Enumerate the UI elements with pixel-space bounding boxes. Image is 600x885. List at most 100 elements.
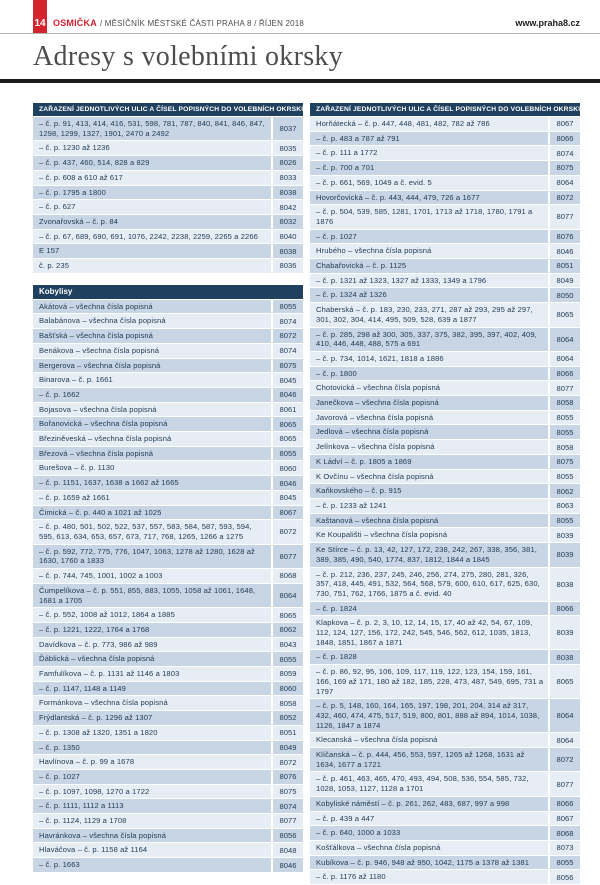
website-url: www.praha8.cz bbox=[515, 18, 580, 28]
street-cell: – č. p. 1147, 1148 a 1149 bbox=[33, 681, 271, 696]
okrsek-cell: 8075 bbox=[273, 358, 303, 373]
okrsek-cell: 8051 bbox=[550, 259, 580, 273]
street-cell: Havlínova – č. p. 99 a 1678 bbox=[33, 755, 271, 769]
okrsek-cell: 8072 bbox=[550, 190, 580, 205]
street-cell: Ďáblická – všechna čísla popisná bbox=[33, 652, 271, 667]
street-cell: – č. p. 1027 bbox=[33, 769, 271, 784]
okrsek-cell: 8039 bbox=[550, 528, 580, 543]
street-cell: – č. p. 1124, 1129 a 1708 bbox=[33, 814, 271, 828]
okrsek-cell: 8052 bbox=[273, 711, 303, 725]
table-row: – č. p. 1097, 1098, 1270 a 1722 8075 bbox=[33, 784, 303, 799]
street-cell: – č. p. 5, 148, 160, 164, 165, 197, 198,… bbox=[310, 699, 548, 733]
okrsek-cell: 8074 bbox=[273, 314, 303, 329]
table-row: – č. p. 86, 92, 95, 106, 109, 117, 119, … bbox=[310, 665, 580, 699]
street-cell: Hovorčovická – č. p. 443, 444, 479, 726 … bbox=[310, 190, 548, 205]
street-cell: – č. p. 1233 až 1241 bbox=[310, 498, 548, 513]
street-cell: – č. p. 1151, 1637, 1638 a 1662 až 1665 bbox=[33, 476, 271, 490]
title-rule bbox=[0, 79, 600, 83]
table-row: Hlaváčova – č. p. 1158 až 1164 8048 bbox=[33, 843, 303, 858]
table-row: – č. p. 439 a 447 8067 bbox=[310, 811, 580, 826]
street-cell: – č. p. 1111, 1112 a 1113 bbox=[33, 799, 271, 814]
section-header: Kobylisy bbox=[33, 284, 303, 299]
okrsek-cell: 8049 bbox=[550, 273, 580, 288]
okrsek-cell: 8055 bbox=[550, 469, 580, 484]
table-row: – č. p. 1111, 1112 a 1113 8074 bbox=[33, 799, 303, 814]
okrsek-cell: 8058 bbox=[273, 696, 303, 711]
left-column: ZAŘAZENÍ JEDNOTLIVÝCH ULIC A ČÍSEL POPIS… bbox=[33, 103, 306, 873]
table-row: Bojasova – všechna čísla popisná 8061 bbox=[33, 402, 303, 417]
okrsek-cell: 8064 bbox=[550, 699, 580, 733]
table-row: Čumpelíkova – č. p. 551, 855, 883, 1055,… bbox=[33, 583, 303, 608]
district-table: ZAŘAZENÍ JEDNOTLIVÝCH ULIC A ČÍSEL POPIS… bbox=[310, 103, 583, 885]
street-cell: – č. p. 1027 bbox=[310, 229, 548, 244]
okrsek-cell: 8056 bbox=[273, 828, 303, 843]
okrsek-cell: 8046 bbox=[273, 387, 303, 402]
table-row: Javorová – všechna čísla popisná 8055 bbox=[310, 410, 580, 425]
okrsek-cell: 8065 bbox=[273, 417, 303, 432]
okrsek-cell: 8067 bbox=[273, 505, 303, 520]
table-row: K Ládví – č. p. 1805 a 1869 8075 bbox=[310, 454, 580, 469]
okrsek-cell: 8077 bbox=[550, 205, 580, 229]
street-cell: – č. p. 700 a 701 bbox=[310, 161, 548, 175]
table-row: – č. p. 592, 772, 775, 776, 1047, 1063, … bbox=[33, 544, 303, 569]
street-cell: Kobyliské náměstí – č. p. 261, 262, 483,… bbox=[310, 796, 548, 811]
table-row: – č. p. 1663 8046 bbox=[33, 858, 303, 872]
table-row: Chaberská – č. p. 183, 230, 233, 271, 28… bbox=[310, 303, 580, 327]
content: ZAŘAZENÍ JEDNOTLIVÝCH ULIC A ČÍSEL POPIS… bbox=[33, 103, 583, 885]
table-row: Košťálkova – všechna čísla popisná 8073 bbox=[310, 840, 580, 855]
table-row: Hovorčovická – č. p. 443, 444, 479, 726 … bbox=[310, 190, 580, 205]
table-row: Kobyliské náměstí – č. p. 261, 262, 483,… bbox=[310, 796, 580, 811]
street-cell: – č. p. 1097, 1098, 1270 a 1722 bbox=[33, 784, 271, 799]
table-row: K Ovčínu – všechna čísla popisná 8055 bbox=[310, 469, 580, 484]
table-row: – č. p. 1027 8076 bbox=[310, 229, 580, 244]
okrsek-cell: 8066 bbox=[550, 601, 580, 616]
table-row: Horňátecká – č. p. 447, 448, 481, 482, 7… bbox=[310, 117, 580, 131]
page-number-badge: 14 bbox=[33, 0, 47, 33]
okrsek-cell: 8064 bbox=[273, 583, 303, 608]
okrsek-cell: 8039 bbox=[550, 543, 580, 567]
okrsek-cell: 8055 bbox=[550, 855, 580, 870]
street-cell: – č. p. 439 a 447 bbox=[310, 811, 548, 826]
street-cell: – č. p. 437, 460, 514, 828 a 829 bbox=[33, 156, 271, 170]
street-cell: – č. p. 91, 413, 414, 416, 531, 598, 781… bbox=[33, 117, 271, 141]
street-cell: Jelínkova – všechna čísla popisná bbox=[310, 440, 548, 454]
okrsek-cell: 8038 bbox=[273, 244, 303, 259]
okrsek-cell: 8067 bbox=[550, 117, 580, 131]
masthead-bar: 14 OSMIČKA / MĚSÍČNÍK MĚSTSKÉ ČÁSTI PRAHA… bbox=[0, 0, 600, 34]
street-cell: Jedlová – všechna čísla popisná bbox=[310, 425, 548, 440]
street-cell: Havránkova – všechna čísla popisná bbox=[33, 828, 271, 843]
okrsek-cell: 8062 bbox=[550, 484, 580, 498]
okrsek-cell: 8072 bbox=[273, 520, 303, 544]
okrsek-cell: 8059 bbox=[273, 667, 303, 681]
okrsek-cell: 8077 bbox=[550, 772, 580, 796]
street-cell: – č. p. 1230 až 1236 bbox=[33, 141, 271, 156]
street-cell: Burešova – č. p. 1130 bbox=[33, 461, 271, 476]
street-cell: – č. p. 1795 a 1800 bbox=[33, 185, 271, 200]
table-row: Kaštanová – všechna čísla popisná 8055 bbox=[310, 513, 580, 528]
okrsek-cell: 8072 bbox=[273, 329, 303, 343]
table-row: – č. p. 1659 až 1661 8045 bbox=[33, 490, 303, 505]
street-cell: Bojasova – všechna čísla popisná bbox=[33, 402, 271, 417]
okrsek-cell: 8067 bbox=[550, 811, 580, 826]
table-row: Janečkova – všechna čísla popisná 8058 bbox=[310, 396, 580, 410]
okrsek-cell: 8038 bbox=[550, 650, 580, 665]
table-row: – č. p. 627 8042 bbox=[33, 200, 303, 214]
table-row: – č. p. 480, 501, 502, 522, 537, 557, 58… bbox=[33, 520, 303, 544]
district-table: ZAŘAZENÍ JEDNOTLIVÝCH ULIC A ČÍSEL POPIS… bbox=[33, 103, 306, 273]
okrsek-cell: 8077 bbox=[273, 544, 303, 569]
section-table: Kobylisy Akátová – všechna čísla popisná 8… bbox=[33, 284, 303, 872]
street-cell: – č. p. 212, 236, 237, 245, 246, 256, 27… bbox=[310, 567, 548, 601]
table-row: Bašťská – všechna čísla popisná 8072 bbox=[33, 329, 303, 343]
okrsek-cell: 8074 bbox=[273, 343, 303, 358]
table-row: – č. p. 67, 689, 690, 691, 1076, 2242, 2… bbox=[33, 229, 303, 244]
street-cell: – č. p. 1828 bbox=[310, 650, 548, 665]
table-title: ZAŘAZENÍ JEDNOTLIVÝCH ULIC A ČÍSEL POPIS… bbox=[33, 103, 306, 116]
okrsek-cell: 8048 bbox=[273, 843, 303, 858]
page-title: Adresy s volebními okrsky bbox=[33, 41, 344, 72]
okrsek-cell: 8072 bbox=[550, 748, 580, 772]
okrsek-cell: 8042 bbox=[273, 200, 303, 214]
table-row: Březiněveská – všechna čísla popisná 8065 bbox=[33, 432, 303, 446]
street-cell: Ke Koupališti – všechna čísla popisná bbox=[310, 528, 548, 543]
street-cell: Košťálkova – všechna čísla popisná bbox=[310, 840, 548, 855]
okrsek-cell: 8032 bbox=[273, 214, 303, 229]
